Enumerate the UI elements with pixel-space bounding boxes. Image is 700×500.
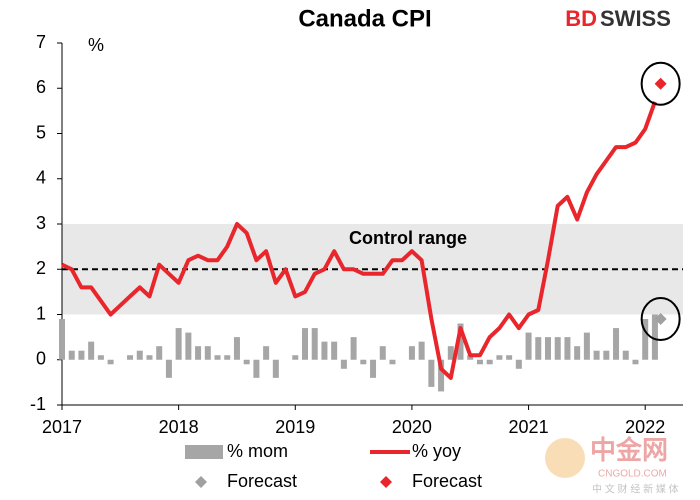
brand-logo: SWISS — [600, 6, 671, 31]
bar — [554, 337, 561, 360]
bar — [438, 359, 445, 392]
bar — [583, 332, 590, 360]
legend-swatch — [195, 476, 207, 488]
watermark-logo — [545, 438, 585, 478]
bar — [88, 341, 95, 360]
bar — [233, 337, 240, 360]
y-tick-label: 0 — [36, 349, 46, 369]
bar — [506, 355, 513, 360]
watermark-text: 中金网 — [590, 435, 668, 465]
bar — [292, 355, 299, 360]
bar — [59, 319, 65, 360]
bar — [107, 359, 114, 365]
bar — [428, 359, 435, 387]
bar — [467, 355, 474, 360]
bar — [651, 314, 658, 360]
bar — [127, 355, 134, 360]
y-tick-label: 6 — [36, 77, 46, 97]
bar — [593, 350, 600, 360]
y-tick-label: 3 — [36, 213, 46, 233]
bar — [175, 328, 182, 360]
bar — [243, 359, 250, 365]
legend-label: % yoy — [412, 441, 461, 461]
bar — [418, 341, 425, 360]
bar — [302, 328, 308, 360]
x-tick-label: 2017 — [42, 417, 82, 437]
bar — [564, 337, 571, 360]
x-tick-label: 2019 — [275, 417, 315, 437]
bar — [574, 346, 581, 360]
chart-title: Canada CPI — [298, 5, 431, 32]
bar — [68, 350, 75, 360]
forecast-circle — [640, 61, 681, 106]
bar — [321, 341, 328, 360]
annotation: Control range — [349, 228, 467, 248]
watermark-text: CNGOLD.COM — [598, 469, 667, 480]
x-tick-label: 2020 — [392, 417, 432, 437]
y-tick-label: -1 — [30, 394, 46, 414]
bar — [486, 359, 493, 365]
bar — [457, 323, 464, 360]
bar — [97, 355, 104, 360]
y-tick-label: 5 — [36, 122, 46, 142]
line — [61, 101, 657, 380]
forecast-point — [654, 77, 667, 90]
bar — [214, 355, 221, 360]
bar — [331, 341, 338, 360]
y-tick-label: 7 — [36, 32, 46, 52]
legend-swatch — [380, 476, 392, 488]
bar — [408, 346, 415, 360]
bar — [350, 337, 357, 360]
forecast-point — [654, 313, 667, 326]
bar — [263, 346, 270, 360]
bar — [632, 359, 639, 365]
x-tick-label: 2021 — [509, 417, 549, 437]
bar — [447, 346, 454, 360]
bar — [224, 355, 231, 360]
y-unit: % — [88, 35, 104, 55]
bar — [476, 359, 483, 365]
bar — [496, 355, 503, 360]
bar — [195, 346, 202, 360]
bar — [146, 355, 153, 360]
brand-logo: BD — [565, 6, 597, 31]
x-tick-label: 2022 — [625, 417, 665, 437]
bar — [545, 337, 551, 360]
bar — [311, 328, 318, 360]
bar — [525, 332, 532, 360]
watermark-text: 中 文 财 经 新 媒 体 — [592, 483, 679, 496]
bar — [78, 350, 85, 360]
forecast-circle — [640, 297, 681, 342]
y-tick-label: 1 — [36, 303, 46, 323]
bar — [340, 359, 347, 369]
y-tick-label: 2 — [36, 258, 46, 278]
bar — [204, 346, 211, 360]
y-tick-label: 4 — [36, 168, 46, 188]
bar — [272, 359, 279, 378]
legend-swatch — [185, 445, 223, 459]
bar — [642, 319, 649, 360]
legend-label: Forecast — [412, 471, 482, 491]
bar — [360, 359, 367, 365]
watermark: 中金网 CNGOLD.COM 中 文 财 经 新 媒 体 — [545, 435, 679, 496]
bar — [379, 346, 386, 360]
legend-label: % mom — [227, 441, 288, 461]
x-tick-label: 2018 — [159, 417, 199, 437]
bar — [253, 359, 260, 378]
bar — [156, 346, 163, 360]
legend-label: Forecast — [227, 471, 297, 491]
bar — [370, 359, 377, 378]
bar — [389, 359, 396, 365]
bar — [185, 332, 192, 360]
bar — [535, 337, 542, 360]
bar — [515, 359, 522, 369]
bar — [136, 350, 143, 360]
bar — [613, 328, 620, 360]
bar — [603, 350, 610, 360]
bar — [165, 359, 172, 378]
bar — [622, 350, 629, 360]
